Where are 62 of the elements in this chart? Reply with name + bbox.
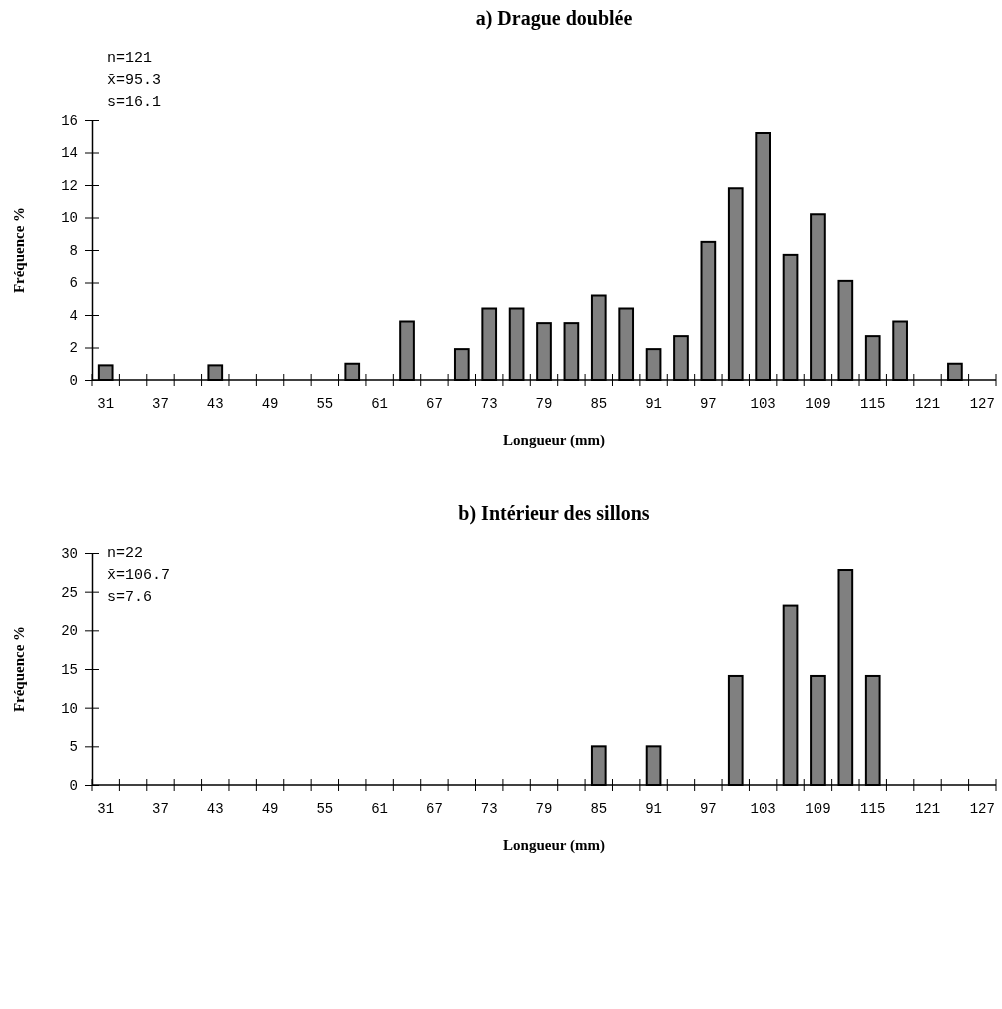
x-tick-label: 115: [860, 801, 886, 817]
y-tick-label: 10: [61, 210, 78, 227]
y-tick-label: 2: [69, 340, 78, 357]
x-tick-label: 43: [206, 801, 224, 817]
annotation: x̄=106.7: [107, 567, 171, 584]
x-tick-label: 31: [97, 396, 115, 412]
x-tick-label: 91: [645, 801, 662, 817]
chart-title: a) Drague doublée: [475, 7, 633, 30]
x-tick-label: 61: [371, 801, 389, 817]
x-tick-label: 73: [480, 801, 498, 817]
y-tick-label: 8: [69, 242, 78, 259]
x-tick-label: 55: [316, 396, 334, 412]
x-tick-label: 103: [750, 801, 776, 817]
x-tick-label: 127: [969, 801, 995, 817]
x-tick-label: 79: [535, 396, 553, 412]
x-tick-label: 67: [426, 801, 443, 817]
y-tick-label: 4: [69, 307, 78, 324]
x-tick-label: 97: [699, 801, 717, 817]
x-tick-label: 67: [426, 396, 443, 412]
x-tick-label: 73: [480, 396, 498, 412]
x-tick-label: 79: [535, 801, 553, 817]
x-tick-label: 121: [914, 396, 941, 412]
y-tick-label: 12: [61, 177, 78, 194]
x-tick-label: 31: [97, 801, 115, 817]
x-tick-label: 109: [805, 801, 831, 817]
x-tick-label: 43: [206, 396, 224, 412]
x-tick-label: 49: [261, 396, 279, 412]
text: x̄=95.3: [107, 72, 162, 89]
x-tick-label: 85: [590, 396, 608, 412]
chart-title: b) Intérieur des sillons: [458, 502, 650, 525]
text: n=121: [107, 50, 153, 67]
y-tick-label: 25: [61, 584, 78, 601]
x-tick-label: 37: [152, 801, 169, 817]
x-tick-label: 97: [699, 396, 717, 412]
x-tick-label: 121: [914, 801, 941, 817]
y-axis-title: Fréquence %: [11, 625, 27, 713]
x-tick-label: 49: [261, 801, 279, 817]
y-tick-label: 30: [61, 545, 78, 562]
x-tick-label: 103: [750, 396, 776, 412]
y-axis-title: Fréquence %: [11, 206, 27, 294]
x-axis-title: Longueur (mm): [503, 432, 605, 449]
text: s=16.1: [107, 94, 162, 111]
y-tick-label: 16: [61, 112, 78, 129]
x-tick-label: 91: [645, 396, 662, 412]
y-tick-label: 10: [61, 700, 78, 717]
annotation: s=7.6: [107, 589, 153, 606]
y-tick-label: 20: [61, 623, 78, 640]
annotation: n=22: [107, 545, 144, 562]
y-tick-label: 0: [69, 372, 78, 389]
y-tick-label: 6: [69, 275, 78, 292]
y-tick-label: 15: [61, 661, 78, 678]
x-tick-label: 109: [805, 396, 831, 412]
y-tick-label: 5: [69, 739, 78, 756]
x-tick-label: 115: [860, 396, 886, 412]
y-tick-label: 14: [61, 145, 78, 162]
x-axis-title: Longueur (mm): [503, 837, 605, 854]
y-tick-label: 0: [69, 777, 78, 794]
x-tick-label: 37: [152, 396, 169, 412]
x-tick-label: 61: [371, 396, 389, 412]
x-tick-label: 127: [969, 396, 995, 412]
x-tick-label: 85: [590, 801, 608, 817]
x-tick-label: 55: [316, 801, 334, 817]
